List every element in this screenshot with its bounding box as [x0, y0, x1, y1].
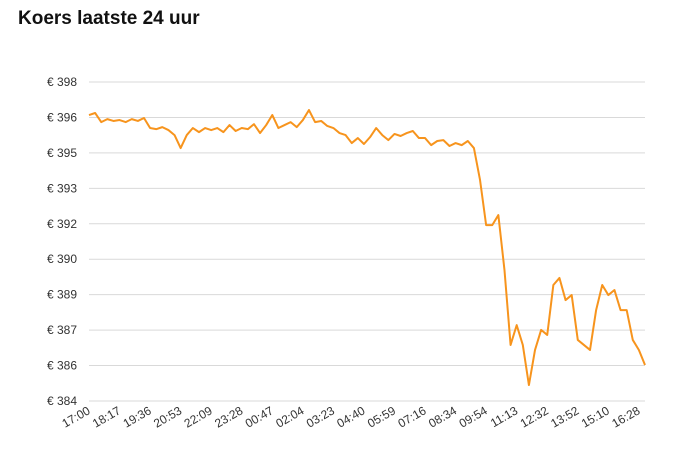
- x-tick-label: 09:54: [457, 403, 490, 430]
- x-tick-label: 18:17: [90, 403, 123, 430]
- x-tick-label: 22:09: [182, 403, 215, 430]
- y-tick-label: € 393: [47, 181, 77, 195]
- chart-title: Koers laatste 24 uur: [18, 8, 200, 29]
- price-line: [88, 109, 646, 387]
- x-tick-label: 05:59: [365, 403, 398, 430]
- x-tick-label: 02:04: [273, 403, 306, 430]
- x-tick-label: 11:13: [488, 403, 521, 430]
- y-tick-label: € 392: [47, 217, 77, 231]
- y-tick-label: € 386: [47, 359, 77, 373]
- y-tick-label: € 389: [47, 288, 77, 302]
- x-tick-label: 15:10: [579, 403, 612, 430]
- y-tick-label: € 387: [47, 323, 77, 337]
- x-tick-label: 20:53: [151, 403, 184, 430]
- x-tick-label: 19:36: [121, 403, 154, 430]
- x-tick-label: 13:52: [548, 403, 581, 430]
- x-tick-label: 12:32: [518, 403, 551, 430]
- y-tick-label: € 395: [47, 146, 77, 160]
- x-tick-label: 04:40: [334, 403, 367, 430]
- x-tick-label: 23:28: [212, 403, 245, 430]
- x-tick-label: 03:23: [304, 403, 337, 430]
- y-tick-label: € 398: [47, 75, 77, 89]
- x-tick-label: 08:34: [426, 403, 459, 430]
- y-tick-label: € 396: [47, 110, 77, 124]
- x-tick-label: 00:47: [243, 403, 276, 430]
- y-tick-label: € 384: [47, 394, 77, 408]
- y-tick-label: € 390: [47, 252, 77, 266]
- x-tick-label: 07:16: [396, 403, 429, 430]
- x-tick-label: 16:28: [609, 403, 642, 430]
